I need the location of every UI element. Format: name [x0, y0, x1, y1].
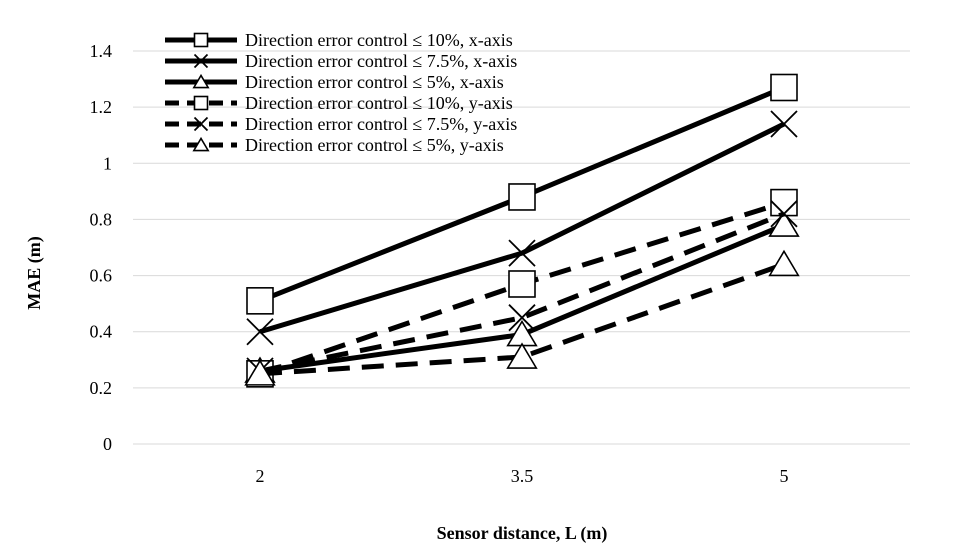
y-axis-label: MAE (m) — [24, 236, 45, 309]
legend-label: Direction error control ≤ 10%, y-axis — [245, 93, 513, 113]
legend-label: Direction error control ≤ 5%, y-axis — [245, 135, 504, 155]
data-point — [768, 249, 800, 277]
y-tick-label: 0.2 — [90, 378, 113, 398]
y-tick-label: 0 — [103, 434, 112, 454]
legend-marker — [193, 53, 209, 69]
series-line — [259, 121, 786, 335]
y-tick-label: 1 — [103, 153, 112, 173]
series-group — [244, 73, 800, 388]
y-tick-label: 0.8 — [90, 209, 113, 229]
data-point — [770, 188, 798, 217]
data-point — [506, 342, 538, 369]
series-line — [259, 261, 785, 377]
legend-marker — [193, 116, 209, 132]
legend-entry: Direction error control ≤ 7.5%, x-axis — [165, 51, 517, 71]
legend-label: Direction error control ≤ 5%, x-axis — [245, 72, 504, 92]
legend-entry: Direction error control ≤ 10%, x-axis — [165, 30, 513, 50]
legend-label: Direction error control ≤ 7.5%, x-axis — [245, 51, 517, 71]
data-point — [246, 287, 274, 315]
series-5 — [246, 200, 798, 385]
x-tick-label: 3.5 — [511, 466, 534, 486]
y-tick-label: 1.4 — [90, 41, 113, 61]
data-point — [508, 270, 536, 298]
series-line — [259, 211, 785, 374]
y-tick-labels: 0 0.2 0.4 0.6 0.8 1 1.2 1.4 — [90, 41, 113, 454]
y-tick-label: 0.6 — [90, 266, 113, 286]
x-axis-label: Sensor distance, L (m) — [437, 523, 608, 544]
data-point — [244, 359, 276, 386]
data-point — [768, 210, 800, 237]
data-point — [770, 73, 798, 102]
legend-marker — [193, 95, 209, 111]
legend-label: Direction error control ≤ 7.5%, y-axis — [245, 114, 517, 134]
y-tick-label: 1.2 — [90, 97, 113, 117]
x-tick-label: 2 — [256, 466, 265, 486]
data-point — [508, 239, 536, 267]
legend-entry: Direction error control ≤ 10%, y-axis — [165, 93, 513, 113]
data-point — [770, 200, 798, 228]
data-point — [770, 110, 798, 138]
x-tick-label: 5 — [780, 466, 789, 486]
legend-entry: Direction error control ≤ 5%, x-axis — [165, 72, 504, 92]
legend-marker — [192, 73, 210, 89]
data-point — [246, 318, 274, 346]
legend: Direction error control ≤ 10%, x-axisDir… — [165, 30, 517, 155]
legend-marker — [193, 32, 209, 48]
series-6 — [244, 249, 800, 386]
x-tick-labels: 2 3.5 5 — [256, 466, 789, 486]
series-1 — [246, 73, 798, 315]
data-point — [508, 183, 536, 211]
legend-entry: Direction error control ≤ 5%, y-axis — [165, 135, 504, 155]
legend-label: Direction error control ≤ 10%, x-axis — [245, 30, 513, 50]
series-2 — [246, 110, 798, 346]
y-tick-label: 0.4 — [90, 322, 113, 342]
legend-marker — [192, 136, 210, 152]
legend-entry: Direction error control ≤ 7.5%, y-axis — [165, 114, 517, 134]
data-point — [508, 304, 536, 332]
